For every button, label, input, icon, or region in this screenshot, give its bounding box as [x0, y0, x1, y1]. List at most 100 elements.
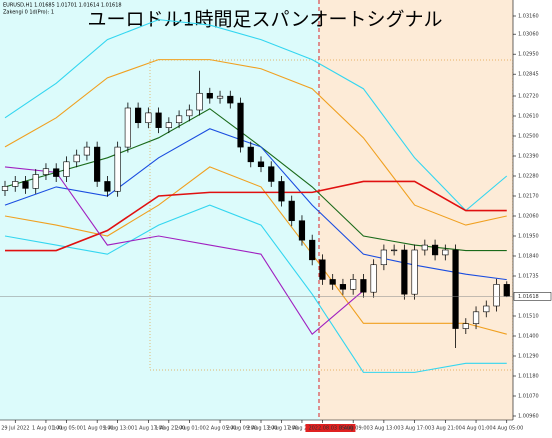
candle-body: [216, 95, 224, 99]
range-box: [149, 59, 514, 371]
candle-body: [493, 284, 500, 307]
candle-body: [114, 146, 121, 192]
candle-body: [22, 181, 29, 189]
y-tick-label: 1.02390: [518, 154, 539, 160]
signal-tag: [305, 424, 356, 432]
y-tick-label: 1.02170: [518, 194, 539, 200]
candle-body: [472, 311, 480, 324]
indicator-line: [4, 204, 507, 373]
candle-body: [73, 154, 80, 163]
candle-body: [442, 249, 449, 256]
candle-body: [12, 181, 19, 187]
x-tick-label: 2 Aug 21:00: [288, 426, 319, 432]
candle-body: [237, 102, 244, 148]
y-tick-label: 1.01950: [518, 234, 539, 240]
candle-body: [431, 244, 439, 256]
candle-body: [186, 109, 193, 117]
x-tick-label: 2 Aug 09:00: [227, 426, 258, 432]
candle-body: [268, 166, 275, 182]
indicator-line: [4, 128, 507, 281]
x-tick-label: 2 Aug 17:00: [267, 426, 298, 432]
candle-body: [1, 186, 9, 191]
candle-body: [83, 146, 91, 156]
info-line: EURUSD,H1 1.01685 1.01701 1.01614 1.0161…: [3, 3, 122, 9]
candle-body: [165, 122, 172, 128]
candle-body: [227, 95, 234, 104]
y-tick-label: 1.03060: [518, 32, 539, 38]
candle-body: [288, 200, 295, 222]
indicator-line: [4, 19, 508, 212]
y-tick-label: 1.00960: [518, 414, 539, 420]
x-tick-label: 1 Aug 09:00: [83, 426, 114, 432]
indicator-line: [4, 59, 507, 226]
last-price-tag: [513, 292, 552, 301]
candle-body: [503, 284, 510, 297]
y-tick-label: 1.01180: [518, 374, 539, 380]
last-price-label: 1.01618: [518, 294, 539, 300]
candle-body: [421, 244, 428, 251]
candle-body: [206, 92, 213, 99]
x-tick-label: 29 Jul 2022: [1, 426, 29, 432]
candle-body: [391, 249, 398, 252]
candle-body: [350, 279, 357, 290]
candle-body: [483, 305, 490, 313]
candle-body: [339, 284, 347, 290]
candle-body: [329, 279, 336, 285]
candle-body: [401, 249, 408, 295]
indicator-line: [4, 166, 364, 336]
candle-body: [298, 220, 306, 241]
candle-body: [145, 112, 152, 124]
candle-body: [370, 264, 377, 293]
candle-body: [155, 112, 162, 128]
x-tick-label: 1 Aug 05:00: [52, 426, 83, 432]
candle-body: [53, 168, 60, 177]
candle-body: [135, 107, 142, 124]
y-tick-label: 1.01400: [518, 334, 539, 340]
y-tick-label: 1.02280: [518, 174, 539, 180]
chart-title: ユーロドル1時間足スパンオートシグナル: [87, 9, 442, 31]
candle-body: [175, 115, 183, 124]
candle-body: [411, 249, 418, 295]
x-tick-label: 2 Aug 13:00: [247, 426, 278, 432]
candle-body: [380, 249, 387, 266]
y-tick-label: 1.02720: [518, 94, 539, 100]
x-tick-label: 3 Aug 21:00: [431, 426, 462, 432]
x-tick-label: 4 Aug 01:00: [462, 426, 493, 432]
x-tick-label: 1 Aug 17:00: [134, 426, 165, 432]
y-tick-label: 1.01510: [518, 314, 539, 320]
candle-body: [247, 146, 254, 163]
x-tick-label: 2 Aug 01:00: [175, 426, 206, 432]
y-tick-label: 1.01735: [518, 274, 539, 280]
candle-body: [196, 92, 203, 111]
info-line: Zakengi 0 1d(Pro): 1: [3, 10, 54, 16]
x-tick-label: 3 Aug 13:00: [370, 426, 401, 432]
x-tick-label: 1 Aug 21:00: [155, 426, 186, 432]
y-tick-label: 1.02845: [518, 72, 539, 78]
candle-body: [462, 323, 469, 329]
x-tick-label: 1 Aug 13:00: [104, 426, 135, 432]
y-tick-label: 1.02610: [518, 114, 539, 120]
candle-body: [42, 168, 50, 175]
candle-body: [63, 161, 70, 177]
candle-body: [319, 259, 326, 280]
candle-body: [124, 107, 131, 148]
candle-body: [452, 249, 459, 329]
y-tick-label: 1.01290: [518, 354, 539, 360]
candle-body: [360, 279, 367, 293]
candle-body: [278, 181, 285, 202]
past-background: [0, 0, 320, 420]
axis-bg: [513, 0, 552, 438]
x-tick-label: 1 Aug 01:00: [32, 426, 63, 432]
y-tick-label: 1.02060: [518, 214, 539, 220]
candle-body: [309, 239, 316, 261]
y-tick-label: 1.02500: [518, 134, 539, 140]
candle-body: [94, 146, 101, 182]
x-tick-label: 3 Aug 09:00: [339, 426, 370, 432]
indicator-line: [5, 180, 507, 252]
x-tick-label: 2 Aug 05:00: [206, 426, 237, 432]
y-tick-label: 1.03160: [518, 14, 539, 20]
candle-body: [104, 181, 111, 192]
y-tick-label: 1.01070: [518, 394, 539, 400]
x-tick-label: 3 Aug 17:00: [401, 426, 432, 432]
